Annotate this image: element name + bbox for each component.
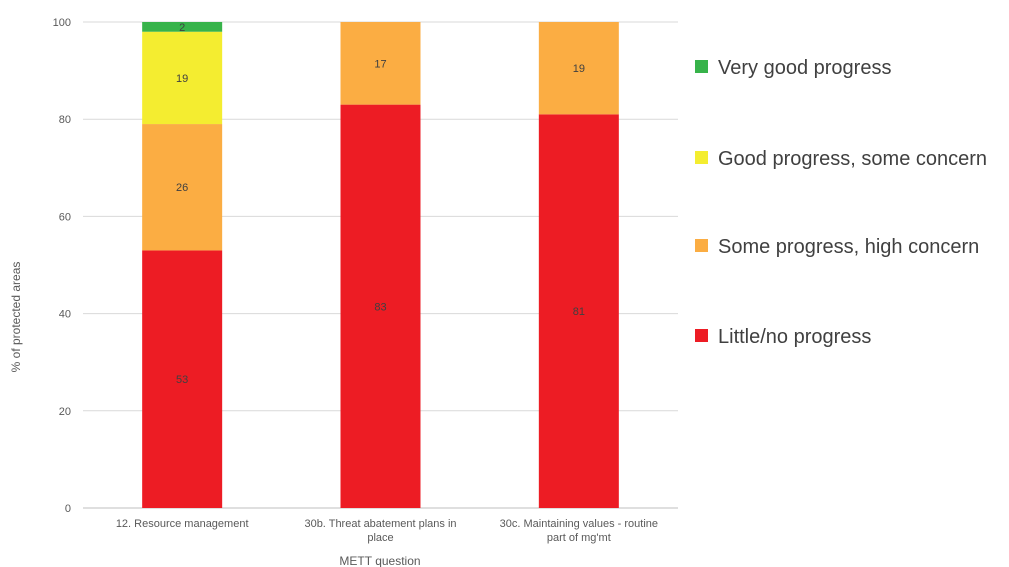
bar-segment-little-no-progress	[142, 250, 223, 509]
x-axis-ticks: 12. Resource management 30b. Threat abate…	[116, 518, 658, 544]
y-tick-label: 100	[53, 17, 71, 29]
x-tick-label: 12. Resource management	[116, 518, 249, 530]
y-tick-label: 20	[59, 406, 71, 418]
legend-label: Little/no progress	[718, 326, 871, 348]
data-label: 2	[179, 22, 185, 34]
data-label: 53	[176, 374, 188, 386]
bar-segment-some-progress-high-concern	[538, 22, 619, 115]
bar-segment-some-progress-high-concern	[142, 124, 223, 251]
y-tick-label: 60	[59, 211, 71, 223]
y-axis-ticks: 0 20 40 60 80 100	[53, 17, 71, 515]
legend-label: Good progress, some concern	[718, 148, 987, 170]
legend-swatch	[695, 60, 708, 73]
data-label: 83	[374, 301, 386, 313]
y-tick-label: 80	[59, 114, 71, 126]
legend-swatch	[695, 239, 708, 252]
bar-segment-little-no-progress	[538, 114, 619, 508]
data-label: 81	[573, 306, 585, 318]
legend-item-some-progress-high-concern: Some progress, high concern	[695, 236, 979, 258]
legend-item-very-good-progress: Very good progress	[695, 57, 891, 79]
bar-segment-good-progress-some-concern	[142, 31, 223, 125]
data-label: 17	[374, 58, 386, 70]
x-axis-label: METT question	[339, 554, 420, 567]
legend-label: Very good progress	[718, 57, 891, 79]
legend-swatch	[695, 329, 708, 342]
legend-swatch	[695, 151, 708, 164]
legend: Very good progress Good progress, some co…	[695, 57, 987, 348]
legend-item-little-no-progress: Little/no progress	[695, 326, 871, 348]
y-tick-label: 0	[65, 503, 71, 515]
x-tick-label: 30b. Threat abatement plans in place	[304, 518, 456, 544]
bar-segment-some-progress-high-concern	[340, 22, 421, 105]
y-tick-label: 40	[59, 309, 71, 321]
bar-segment-very-good-progress	[142, 22, 223, 32]
legend-item-good-progress-some-concern: Good progress, some concern	[695, 148, 987, 170]
data-label: 19	[176, 73, 188, 85]
data-label: 26	[176, 182, 188, 194]
x-tick-label: 30c. Maintaining values - routine part of…	[500, 518, 658, 544]
bar-segment-little-no-progress	[340, 104, 421, 509]
bars: 53 26 19 2 83 17 81 19	[142, 22, 619, 509]
y-axis-label: % of protected areas	[9, 262, 23, 373]
data-label: 19	[573, 63, 585, 75]
legend-label: Some progress, high concern	[718, 236, 979, 258]
